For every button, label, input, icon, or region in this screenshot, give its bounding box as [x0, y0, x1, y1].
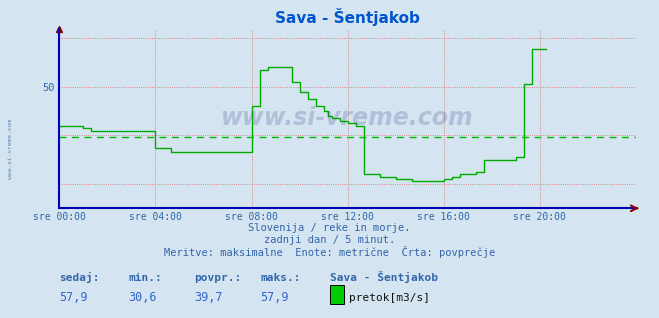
Text: 57,9: 57,9 [59, 291, 88, 303]
Text: www.si-vreme.com: www.si-vreme.com [221, 107, 474, 130]
Text: Sava - Šentjakob: Sava - Šentjakob [330, 272, 438, 283]
Text: pretok[m3/s]: pretok[m3/s] [349, 293, 430, 302]
Text: Meritve: maksimalne  Enote: metrične  Črta: povprečje: Meritve: maksimalne Enote: metrične Črta… [164, 246, 495, 258]
Text: 30,6: 30,6 [129, 291, 157, 303]
Text: povpr.:: povpr.: [194, 273, 242, 283]
Text: sedaj:: sedaj: [59, 273, 100, 283]
Title: Sava - Šentjakob: Sava - Šentjakob [275, 8, 420, 26]
Text: Slovenija / reke in morje.: Slovenija / reke in morje. [248, 223, 411, 232]
Text: 57,9: 57,9 [260, 291, 289, 303]
Text: min.:: min.: [129, 273, 162, 283]
Text: www.si-vreme.com: www.si-vreme.com [8, 120, 13, 179]
Text: zadnji dan / 5 minut.: zadnji dan / 5 minut. [264, 235, 395, 245]
Text: maks.:: maks.: [260, 273, 301, 283]
Text: 39,7: 39,7 [194, 291, 223, 303]
